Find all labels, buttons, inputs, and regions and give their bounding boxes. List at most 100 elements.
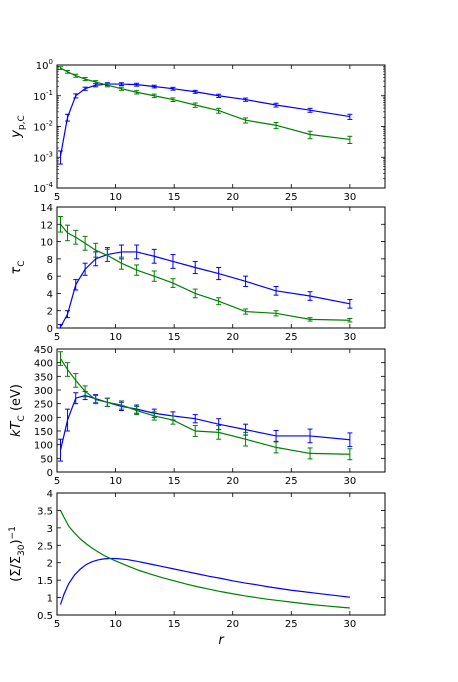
errorbar-green <box>273 121 279 130</box>
y-tick-label: 0.5 <box>37 611 53 622</box>
errorbar-green <box>307 447 313 460</box>
y-tick-label: 250 <box>34 400 53 411</box>
errorbar-blue <box>273 286 279 296</box>
series-line-blue <box>59 557 350 605</box>
errorbar-blue <box>347 298 353 309</box>
y-axis-label: (Σ/Σ30)−1 <box>8 526 27 582</box>
series-line-green <box>60 223 350 321</box>
errorbar-blue <box>216 93 222 98</box>
y-tick-label: 10 <box>40 238 53 249</box>
y-tick-label: 10-3 <box>33 150 53 164</box>
y-tick-label: 12 <box>40 220 53 231</box>
x-tick-label: 25 <box>285 619 298 630</box>
y-tick-label: 14 <box>40 203 53 214</box>
errorbar-green <box>58 351 64 366</box>
errorbar-green <box>104 397 110 407</box>
x-tick-label: 5 <box>54 332 60 343</box>
errorbar-green <box>347 448 353 461</box>
y-tick-label: 3 <box>47 524 53 535</box>
errorbar-green <box>307 317 313 322</box>
x-tick-label: 20 <box>226 192 239 203</box>
y-tick-label: 450 <box>34 345 53 356</box>
errorbar-blue <box>216 267 222 281</box>
x-tick-label: 10 <box>109 476 122 487</box>
errorbar-green <box>93 242 99 258</box>
y-tick-label: 10-2 <box>33 120 53 134</box>
y-tick-label: 6 <box>47 272 53 283</box>
panel-3: 5 10 15 20 25 30050100150200250300350400450kT… <box>9 345 386 487</box>
errorbar-green <box>104 248 110 262</box>
errorbar-blue <box>151 84 157 89</box>
x-tick-label: 20 <box>226 619 239 630</box>
errorbar-blue <box>243 275 249 288</box>
axes-frame <box>56 492 386 616</box>
errorbar-blue <box>307 107 313 113</box>
x-tick-label: 15 <box>168 332 181 343</box>
errorbar-green <box>65 70 71 74</box>
series-line-blue <box>59 394 350 451</box>
panel-1: 5 10 15 20 25 30 10-4 10-3 10-2 10-1 100 yp,C <box>9 58 386 203</box>
errorbar-blue <box>82 86 88 91</box>
y-axis-label: kTC (eV) <box>9 384 27 437</box>
errorbar-green <box>82 385 88 398</box>
x-tick-label: 30 <box>343 332 356 343</box>
y-tick-label: 1 <box>47 594 53 605</box>
errorbar-green <box>151 411 157 421</box>
errorbar-green <box>73 73 79 78</box>
errorbar-green <box>73 229 79 245</box>
x-axis-label: r <box>218 633 225 648</box>
x-tick-label: 30 <box>343 476 356 487</box>
errorbar-blue <box>82 262 88 276</box>
x-tick-label: 10 <box>109 192 122 203</box>
errorbar-green <box>118 256 124 270</box>
panel-2: 5 10 15 20 25 30 0 2 4 6 8 10 12 14 τC <box>9 203 386 343</box>
x-tick-label: 10 <box>109 332 122 343</box>
errorbar-blue <box>73 392 79 405</box>
y-tick-label: 1.5 <box>37 576 53 587</box>
y-tick-label: 10-1 <box>33 89 53 103</box>
errorbar-blue <box>273 102 279 108</box>
y-tick-label: 50 <box>40 454 53 465</box>
x-tick-label: 15 <box>168 619 181 630</box>
errorbar-green <box>93 80 99 85</box>
errorbar-green <box>243 308 249 315</box>
errorbar-green <box>170 97 176 103</box>
errorbar-green <box>192 288 198 299</box>
series-line-blue <box>59 83 350 157</box>
y-tick-label: 4 <box>47 289 53 300</box>
y-tick-label: 3.5 <box>37 506 53 517</box>
errorbar-green <box>170 415 176 425</box>
errorbar-green <box>104 83 110 88</box>
errorbar-green <box>192 102 198 108</box>
y-tick-label: 150 <box>34 427 53 438</box>
errorbar-blue <box>134 82 140 87</box>
series-line-green <box>60 358 350 455</box>
x-tick-label: 15 <box>168 192 181 203</box>
errorbar-blue <box>65 113 71 122</box>
y-tick-label: 200 <box>34 413 53 424</box>
axes-frame <box>56 206 386 329</box>
x-tick-label: 20 <box>226 476 239 487</box>
errorbar-blue <box>118 82 124 87</box>
errorbar-blue <box>307 428 313 444</box>
errorbar-green <box>65 224 71 242</box>
y-tick-label: 100 <box>36 58 53 72</box>
errorbar-blue <box>192 260 198 275</box>
y-tick-label: 0 <box>47 468 53 479</box>
x-tick-label: 5 <box>54 192 60 203</box>
y-tick-label: 10-4 <box>33 181 53 195</box>
errorbar-green <box>134 405 140 416</box>
errorbar-blue <box>73 279 79 291</box>
errorbar-blue <box>73 93 79 99</box>
errorbar-green <box>347 135 353 144</box>
errorbar-green <box>192 425 198 437</box>
errorbar-blue <box>347 113 353 120</box>
errorbar-blue <box>243 97 249 102</box>
x-tick-label: 25 <box>285 192 298 203</box>
errorbar-green <box>58 66 64 70</box>
y-tick-label: 300 <box>34 386 53 397</box>
errorbar-green <box>82 77 88 82</box>
x-tick-label: 15 <box>168 476 181 487</box>
errorbar-blue <box>58 438 64 462</box>
